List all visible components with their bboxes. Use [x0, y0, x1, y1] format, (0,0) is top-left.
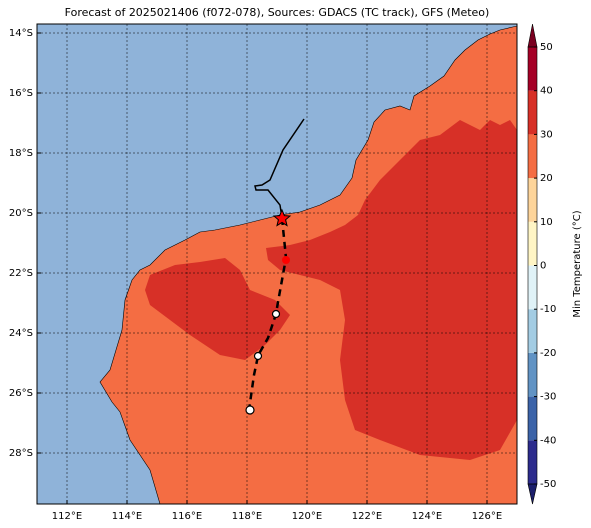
y-tick-label: 24°S: [9, 328, 33, 339]
x-tick-label: 118°E: [232, 511, 262, 522]
y-tick-label: 14°S: [9, 28, 33, 39]
colorbar-segment: [528, 265, 537, 310]
colorbar-tick-label: -30: [540, 392, 556, 403]
colorbar-segment: [528, 396, 537, 441]
colorbar-tick-label: 20: [540, 173, 553, 184]
y-tick-label: 28°S: [9, 448, 33, 459]
colorbar: -50 -40 -30 -20 -10 0 10 20 30 40 50: [527, 23, 556, 505]
colorbar-label: Min Temperature (°C): [572, 210, 583, 317]
x-tick-label: 116°E: [172, 511, 202, 522]
past-track: [254, 118, 305, 219]
colorbar-segment: [528, 90, 537, 135]
colorbar-segment: [528, 47, 537, 91]
x-tick-label: 122°E: [352, 511, 382, 522]
colorbar-segment: [528, 134, 537, 179]
track-point: [245, 405, 255, 415]
colorbar-segment: [528, 309, 537, 353]
map: [37, 24, 517, 504]
y-tick-label: 26°S: [9, 388, 33, 399]
chart-title: Forecast of 2025021406 (f072-078), Sourc…: [65, 6, 490, 19]
warm-region: [145, 258, 290, 360]
y-tick-label: 22°S: [9, 268, 33, 279]
map-frame: [36, 23, 518, 505]
x-tick-label: 126°E: [472, 511, 502, 522]
track-point: [253, 351, 263, 361]
colorbar-tick-label: 40: [540, 86, 553, 97]
y-tick-label: 20°S: [9, 208, 33, 219]
colorbar-tick-label: 30: [540, 129, 553, 140]
colorbar-segment: [528, 178, 537, 222]
y-tick-label: 16°S: [9, 88, 33, 99]
warm-region: [266, 120, 517, 460]
colorbar-tick-label: 50: [540, 42, 553, 53]
storm-position: [272, 208, 292, 227]
colorbar-extend: [527, 23, 538, 48]
colorbar-tick-label: -50: [540, 479, 556, 490]
colorbar-tick-label: -10: [540, 304, 556, 315]
track-point: [271, 309, 281, 319]
colorbar-segment: [528, 440, 537, 484]
x-tick-label: 120°E: [292, 511, 322, 522]
colorbar-segment: [528, 352, 537, 397]
forecast-track: [247, 217, 288, 411]
colorbar-extend: [527, 483, 538, 505]
colorbar-tick-label: 10: [540, 217, 553, 228]
x-tick-label: 124°E: [412, 511, 442, 522]
x-tick-label: 112°E: [52, 511, 82, 522]
track-point: [282, 256, 290, 264]
colorbar-tick-label: 0: [540, 261, 546, 272]
colorbar-tick-label: -40: [540, 435, 556, 446]
colorbar-tick-label: -20: [540, 348, 556, 359]
colorbar-segment: [528, 221, 537, 266]
x-tick-label: 114°E: [112, 511, 142, 522]
y-tick-label: 18°S: [9, 148, 33, 159]
grid: [37, 24, 517, 504]
